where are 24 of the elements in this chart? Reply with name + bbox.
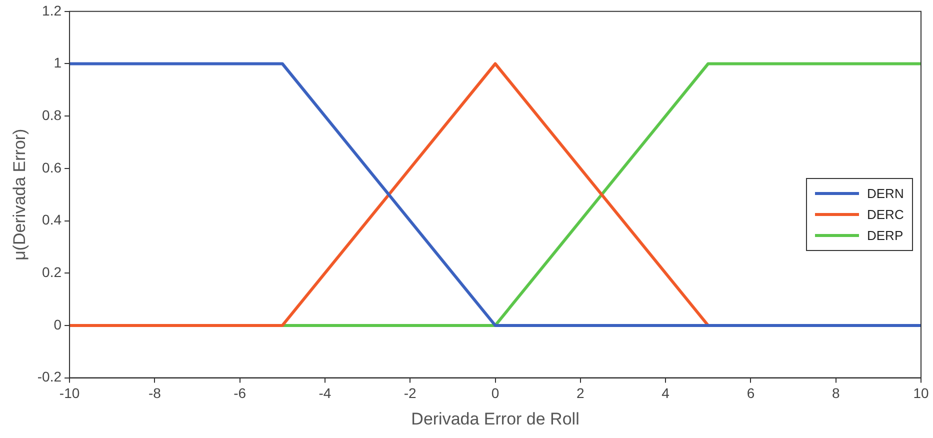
x-tick-label: -6 bbox=[234, 385, 246, 402]
x-tick-label: -4 bbox=[318, 385, 332, 402]
x-tick-label: 4 bbox=[662, 385, 670, 402]
y-tick-label: 0.6 bbox=[42, 159, 62, 176]
x-tick-label: -2 bbox=[404, 385, 417, 402]
y-tick-label: 0.8 bbox=[42, 106, 62, 123]
x-tick-label: -8 bbox=[148, 385, 162, 402]
y-tick-label: 0 bbox=[54, 316, 62, 332]
y-tick-label: 1.2 bbox=[42, 2, 62, 18]
y-tick-label: 0.2 bbox=[42, 264, 62, 280]
y-tick-label: -0.2 bbox=[37, 368, 62, 385]
y-tick-label: 1 bbox=[54, 54, 62, 71]
y-axis-title: μ(Derivada Error) bbox=[10, 128, 29, 260]
y-tick-label: 0.4 bbox=[42, 212, 62, 228]
x-tick-label: 10 bbox=[913, 385, 929, 402]
x-tick-label: 2 bbox=[576, 385, 585, 402]
x-tick-label: -10 bbox=[59, 385, 80, 402]
legend-label: DERC bbox=[867, 207, 904, 222]
x-tick-label: 0 bbox=[491, 385, 500, 402]
legend-label: DERN bbox=[867, 186, 904, 202]
x-tick-label: 6 bbox=[746, 385, 755, 402]
x-tick-label: 8 bbox=[832, 385, 840, 402]
legend-label: DERP bbox=[867, 228, 904, 244]
x-axis-title: Derivada Error de Roll bbox=[411, 409, 580, 428]
